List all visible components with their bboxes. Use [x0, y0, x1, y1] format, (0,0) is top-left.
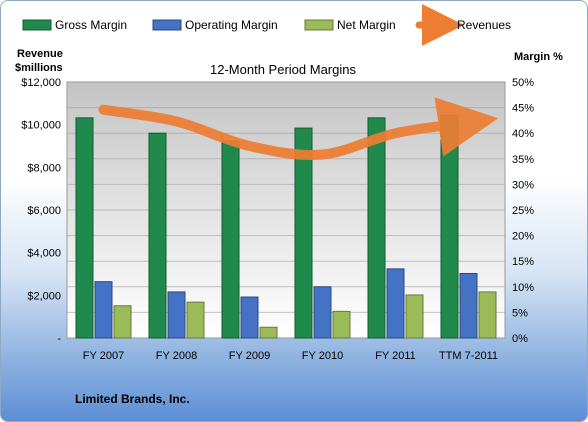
bar-net-margin-fy-2009: [259, 326, 278, 339]
revenue-line: [98, 97, 499, 160]
bar-gross-margin-ttm-7-2011: [440, 114, 459, 339]
left-tick-label: $8,000: [27, 162, 61, 174]
bar-operating-margin-fy-2011: [386, 268, 405, 339]
x-tick-label: FY 2011: [375, 350, 416, 362]
left-tick-label: $2,000: [27, 290, 61, 302]
chart-title: 12-Month Period Margins: [210, 62, 356, 77]
x-tick-label: FY 2010: [302, 350, 343, 362]
legend-swatch-net-margin: [304, 19, 334, 31]
right-tick-label: 10%: [512, 282, 534, 294]
legend-swatch-gross-margin: [22, 19, 52, 31]
right-tick-label: 45%: [512, 103, 534, 115]
legend-label-revenues: Revenues: [457, 18, 511, 32]
bar-operating-margin-fy-2010: [313, 286, 332, 339]
right-axis-title: Margin %: [514, 51, 563, 63]
bar-operating-margin-fy-2009: [240, 296, 259, 339]
left-axis-title-line2: $millions: [15, 62, 63, 74]
right-tick-label: 50%: [512, 77, 534, 89]
x-tick-label: FY 2008: [156, 350, 197, 362]
bar-operating-margin-fy-2007: [94, 281, 113, 339]
right-tick-label: 40%: [512, 128, 534, 140]
legend: Gross Margin Operating Margin Net Margin Re…: [22, 4, 511, 46]
bar-gross-margin-fy-2011: [367, 117, 386, 339]
right-tick-label: 30%: [512, 179, 534, 191]
bar-net-margin-fy-2007: [113, 305, 132, 339]
right-tick-label: 25%: [512, 205, 534, 217]
legend-label-net-margin: Net Margin: [337, 18, 396, 32]
right-axis-ticks: 0% 5% 10% 15% 20% 25% 30% 35% 40% 45% 50%: [512, 77, 534, 345]
gridlines: [67, 81, 505, 339]
legend-label-gross-margin: Gross Margin: [55, 18, 127, 32]
bar-gross-margin-fy-2010: [294, 127, 313, 339]
x-axis-ticks: FY 2007 FY 2008 FY 2009 FY 2010 FY 2011 TTM 7…: [83, 350, 498, 362]
bar-gross-margin-fy-2009: [221, 140, 240, 339]
left-axis-title-line1: Revenue: [17, 48, 63, 60]
left-tick-label: $6,000: [27, 205, 61, 217]
legend-swatch-operating-margin: [152, 19, 182, 31]
bar-net-margin-fy-2010: [332, 310, 351, 339]
right-tick-label: 5%: [512, 307, 528, 319]
bar-net-margin-fy-2008: [186, 301, 205, 339]
right-tick-label: 0%: [512, 333, 528, 345]
x-tick-label: FY 2009: [229, 350, 270, 362]
legend-label-operating-margin: Operating Margin: [185, 18, 278, 32]
bar-operating-margin-fy-2008: [167, 291, 186, 339]
revenue-line-path: [98, 97, 499, 160]
bar-series: [75, 114, 497, 339]
right-tick-label: 35%: [512, 154, 534, 166]
x-tick-label: TTM 7-2011: [439, 350, 498, 362]
left-tick-label: -: [57, 333, 61, 345]
company-name: Limited Brands, Inc.: [75, 392, 190, 406]
bar-gross-margin-fy-2008: [148, 132, 167, 339]
x-tick-label: FY 2007: [83, 350, 124, 362]
bar-gross-margin-fy-2007: [75, 117, 94, 339]
bar-net-margin-fy-2011: [405, 294, 424, 339]
left-tick-label: $4,000: [27, 248, 61, 260]
right-tick-label: 20%: [512, 231, 534, 243]
bar-operating-margin-ttm-7-2011: [459, 272, 478, 339]
left-tick-label: $12,000: [21, 77, 61, 89]
bar-net-margin-ttm-7-2011: [478, 291, 497, 339]
right-tick-label: 15%: [512, 256, 534, 268]
left-tick-label: $10,000: [21, 120, 61, 132]
left-axis-ticks: - $2,000 $4,000 $6,000 $8,000 $10,000 $12,000: [21, 77, 61, 345]
